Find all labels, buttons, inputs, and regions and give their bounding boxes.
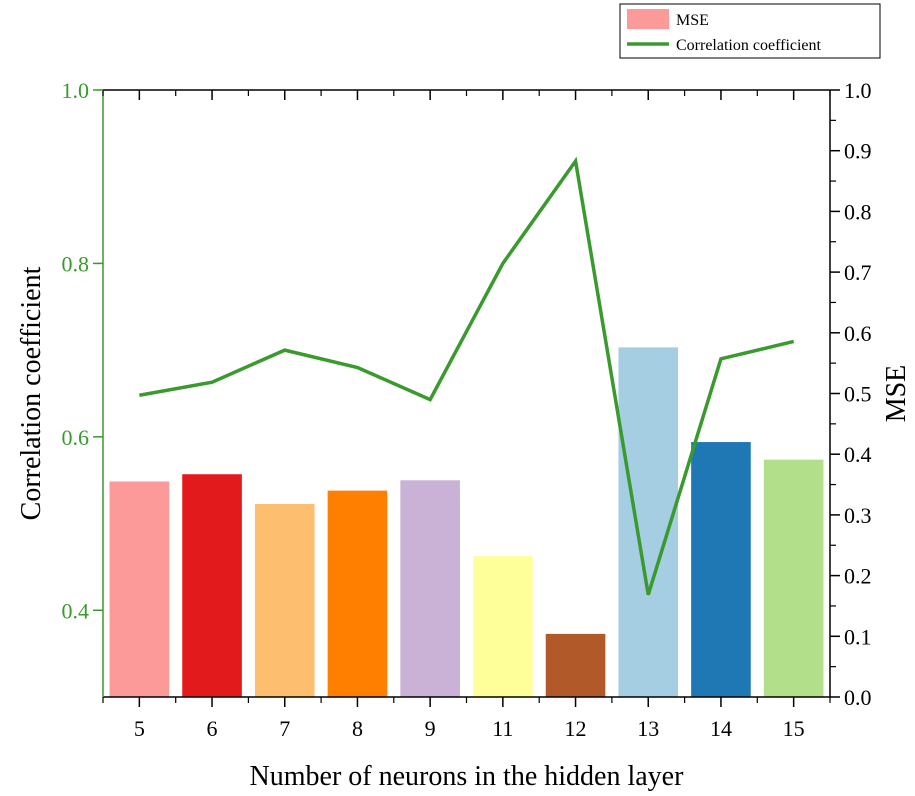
bar-6 bbox=[182, 474, 242, 697]
bar-15 bbox=[763, 459, 824, 697]
bar-5 bbox=[109, 481, 170, 697]
x-tick-label: 8 bbox=[352, 716, 363, 741]
x-tick-label: 5 bbox=[134, 716, 145, 741]
left-y-tick-label: 0.6 bbox=[62, 425, 90, 450]
bar-9 bbox=[400, 480, 460, 697]
right-y-axis-title: MSE bbox=[881, 365, 912, 423]
x-tick-label: 7 bbox=[279, 716, 290, 741]
correlation-line bbox=[139, 156, 795, 596]
right-y-tick-label: 0.5 bbox=[844, 382, 872, 407]
right-y-tick-label: 0.9 bbox=[844, 139, 872, 164]
right-y-tick-label: 0.2 bbox=[844, 564, 872, 589]
legend-swatch-mse bbox=[627, 9, 669, 29]
x-tick-label: 14 bbox=[710, 716, 732, 741]
left-y-tick-label: 0.8 bbox=[62, 251, 90, 276]
bar-14 bbox=[691, 442, 751, 697]
right-y-tick-label: 0.3 bbox=[844, 503, 872, 528]
bar-12 bbox=[545, 633, 606, 697]
x-tick-label: 6 bbox=[207, 716, 218, 741]
left-y-tick-label: 1.0 bbox=[62, 78, 90, 103]
x-tick-label: 12 bbox=[565, 716, 587, 741]
x-axis-title: Number of neurons in the hidden layer bbox=[250, 761, 685, 792]
right-y-tick-label: 0.8 bbox=[844, 199, 872, 224]
bar-13 bbox=[618, 347, 679, 697]
left-y-axis-title: Correlation coefficient bbox=[16, 266, 47, 520]
x-tick-label: 9 bbox=[425, 716, 436, 741]
right-y-tick-label: 0.0 bbox=[844, 685, 872, 710]
right-y-tick-label: 0.1 bbox=[844, 624, 872, 649]
left-y-tick-label: 0.4 bbox=[62, 598, 90, 623]
right-y-tick-label: 0.6 bbox=[844, 321, 872, 346]
legend-label-mse: MSE bbox=[676, 12, 709, 29]
right-y-tick-label: 0.4 bbox=[844, 442, 872, 467]
x-tick-label: 15 bbox=[783, 716, 805, 741]
right-y-tick-label: 0.7 bbox=[844, 260, 872, 285]
bar-7 bbox=[254, 503, 315, 697]
x-tick-label: 13 bbox=[637, 716, 659, 741]
x-tick-label: 11 bbox=[492, 716, 513, 741]
legend-label-correlation: Correlation coefficient bbox=[676, 37, 822, 54]
right-y-tick-label: 1.0 bbox=[844, 78, 872, 103]
bar-8 bbox=[327, 490, 388, 697]
bar-11 bbox=[473, 556, 533, 697]
